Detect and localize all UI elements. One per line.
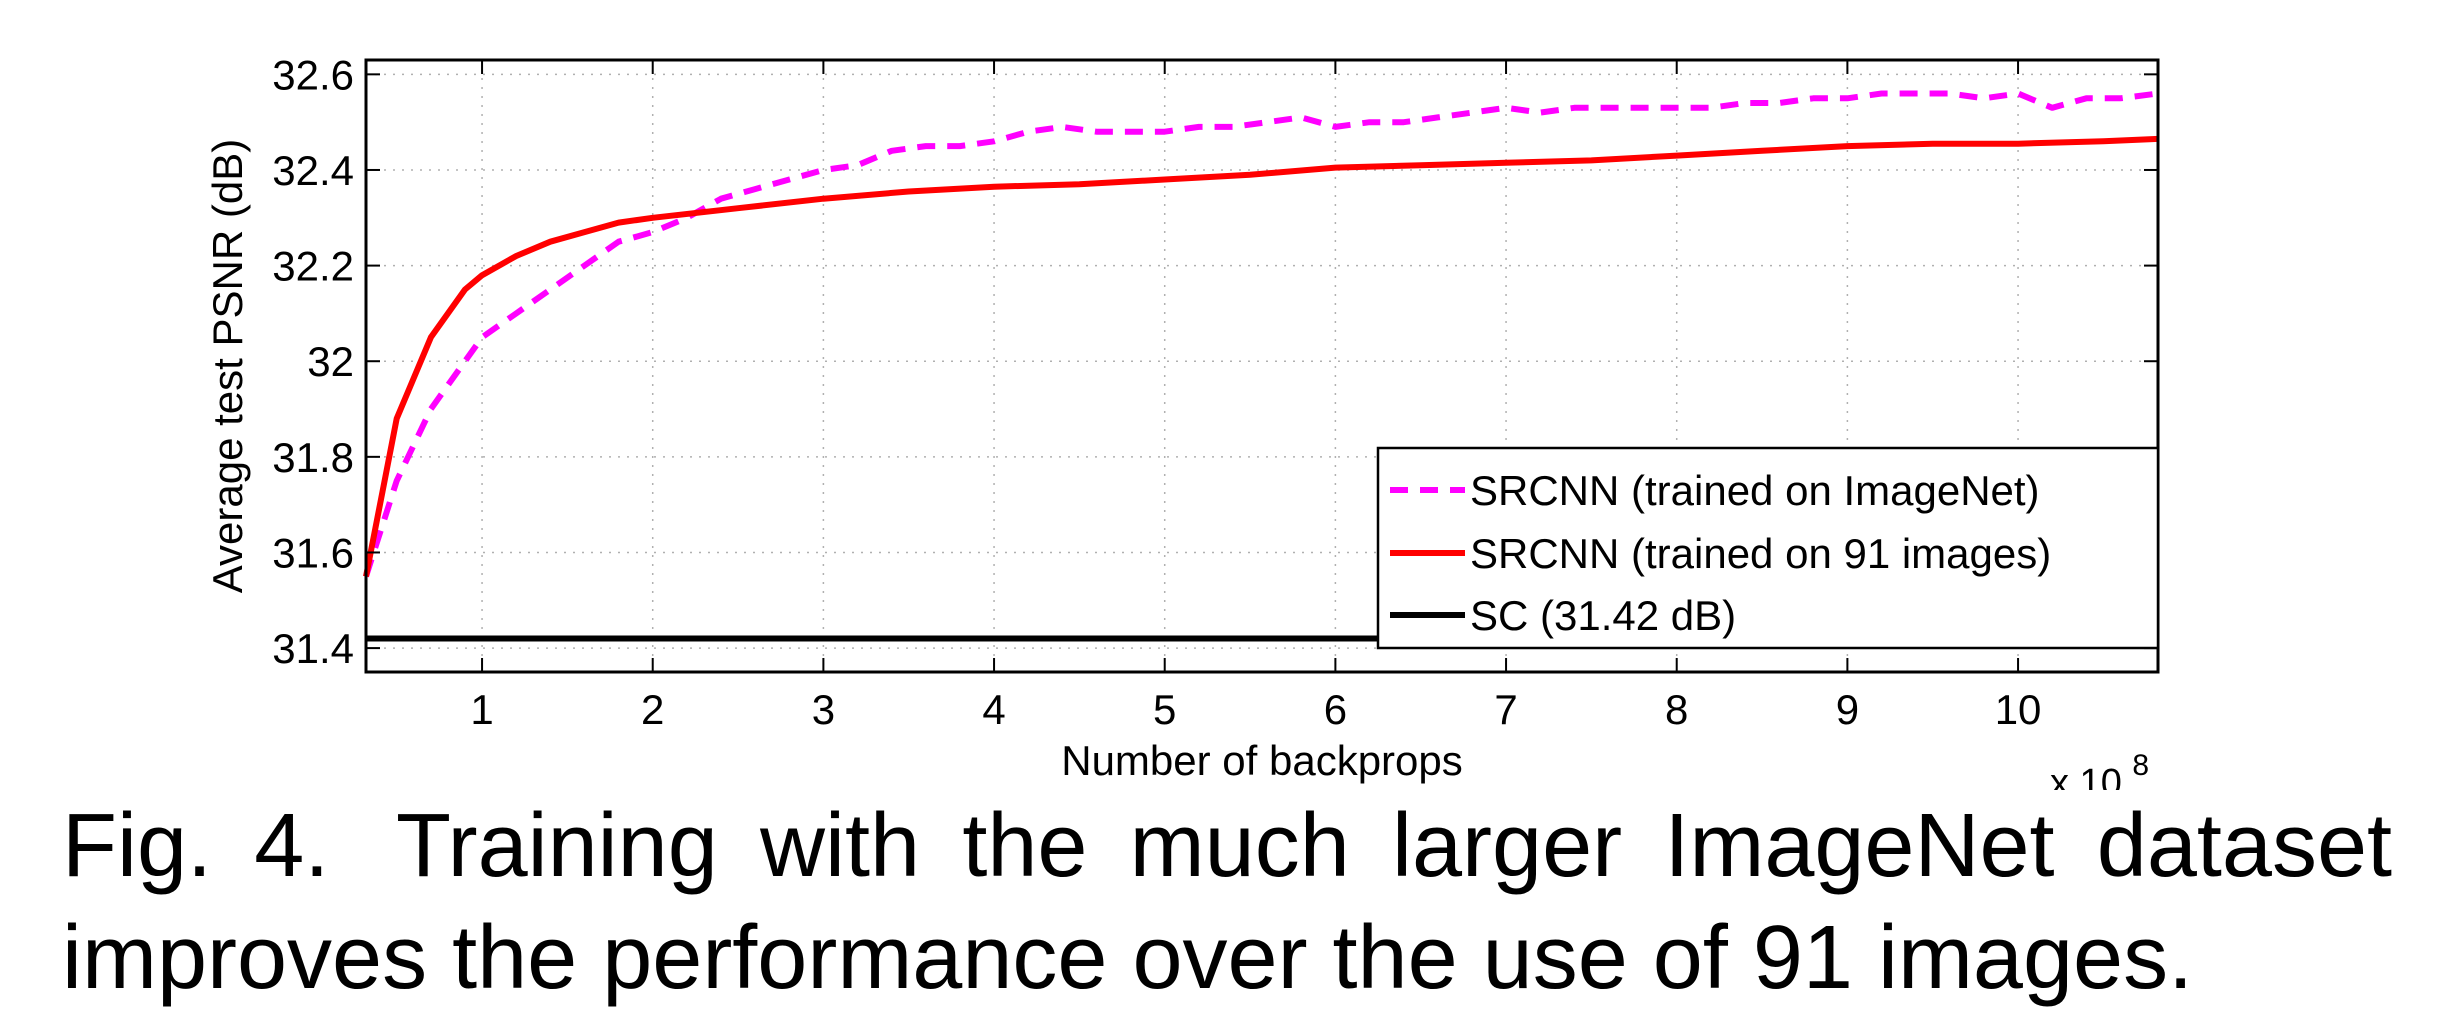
plot-frame [364,58,2160,674]
x-tick-label: 5 [1153,686,1176,733]
x-axis-multiplier-exponent: 8 [2132,749,2149,782]
figure-caption: Fig. 4. Training with the much larger Im… [62,790,2392,1014]
y-axis-ticks: 31.4 31.6 31.8 32 32.2 32.4 32.6 [272,51,2158,672]
figure-label: Fig. 4. [62,796,330,896]
x-axis-multiplier-base: x 10 [2050,762,2122,790]
x-tick-label: 9 [1836,686,1859,733]
x-tick-label: 7 [1494,686,1517,733]
legend-label-91-images: SRCNN (trained on 91 images) [1470,530,2051,577]
x-tick-label: 10 [1995,686,2042,733]
legend-box [1376,446,2160,650]
x-tick-label: 3 [812,686,835,733]
y-tick-label: 31.8 [272,434,354,481]
x-tick-label: 2 [641,686,664,733]
x-axis-title: Number of backprops [1061,737,1463,784]
y-tick-label: 32.2 [272,243,354,290]
x-tick-label: 6 [1324,686,1347,733]
y-tick-label: 32.4 [272,147,354,194]
y-tick-label: 31.6 [272,529,354,576]
legend: SRCNN (trained on ImageNet) SRCNN (train… [1376,446,2160,650]
x-axis-multiplier: x 10 8 [2050,749,2149,790]
legend-label-sc: SC (31.42 dB) [1470,592,1736,639]
legend-label-imagenet: SRCNN (trained on ImageNet) [1470,467,2040,514]
figure-caption-text: Training with the much larger ImageNet d… [62,796,2393,1008]
x-tick-label: 4 [982,686,1005,733]
y-axis-title: Average test PSNR (dB) [204,139,251,593]
y-tick-label: 31.4 [272,625,354,672]
y-tick-label: 32.6 [272,51,354,98]
psnr-line-chart: 1 2 3 4 5 6 7 8 9 10 31.4 31.6 31.8 32 32.2 32.4 32.6 N… [204,51,2160,790]
y-tick-label: 32 [307,338,354,385]
x-axis-ticks: 1 2 3 4 5 6 7 8 9 10 [470,60,2041,733]
series-line-0 [363,90,2159,578]
x-tick-label: 1 [470,686,493,733]
grid-lines [366,60,2158,672]
series-line-1 [363,135,2159,577]
x-tick-label: 8 [1665,686,1688,733]
